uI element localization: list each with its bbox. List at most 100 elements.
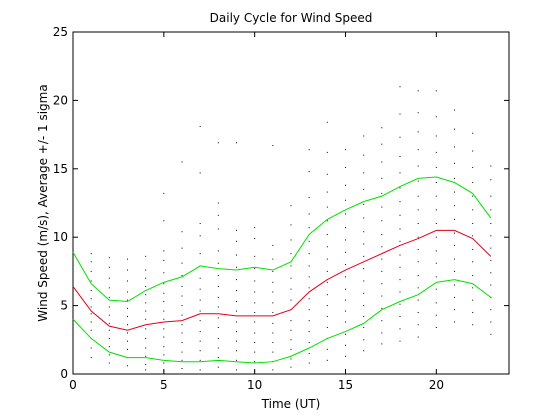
scatter-point	[454, 218, 455, 220]
scatter-point	[345, 310, 346, 312]
scatter-point	[308, 265, 310, 267]
scatter-point	[236, 266, 237, 268]
scatter-point	[363, 339, 365, 341]
scatter-point	[272, 369, 274, 371]
scatter-point	[90, 261, 92, 263]
scatter-point	[435, 262, 437, 264]
scatter-point	[199, 350, 201, 352]
scatter-point	[145, 255, 147, 257]
scatter-point	[199, 331, 201, 333]
scatter-point	[217, 142, 219, 144]
scatter-point	[108, 337, 110, 339]
scatter-point	[435, 195, 437, 197]
scatter-point	[363, 316, 365, 318]
scatter-point	[254, 268, 256, 270]
x-tick-label: 5	[160, 378, 168, 392]
scatter-point	[345, 344, 346, 346]
scatter-point	[217, 285, 219, 287]
scatter-point	[381, 295, 383, 297]
scatter-point	[272, 302, 274, 304]
scatter-point	[472, 150, 474, 152]
scatter-point	[108, 266, 110, 268]
scatter-point	[254, 321, 256, 323]
scatter-point	[381, 246, 383, 248]
scatter-point	[472, 261, 474, 263]
scatter-point	[217, 347, 219, 349]
scatter-point	[199, 320, 201, 322]
scatter-point	[381, 206, 383, 208]
scatter-point	[454, 146, 455, 148]
scatter-point	[236, 229, 237, 231]
scatter-point	[381, 283, 383, 285]
scatter-point	[363, 292, 365, 294]
scatter-point	[363, 255, 365, 257]
scatter-point	[145, 269, 147, 271]
scatter-point	[108, 346, 110, 348]
scatter-point	[308, 253, 310, 255]
scatter-point	[127, 291, 128, 293]
scatter-point	[127, 280, 128, 282]
scatter-point	[454, 244, 455, 246]
scatter-point	[490, 272, 492, 274]
scatter-point	[254, 291, 256, 293]
scatter-point	[454, 128, 455, 130]
scatter-point	[217, 366, 219, 368]
scatter-point	[236, 254, 237, 256]
scatter-point	[236, 331, 237, 333]
x-tick-label: 0	[69, 378, 77, 392]
scatter-point	[345, 299, 346, 301]
scatter-point	[181, 332, 183, 334]
scatter-point	[363, 268, 365, 270]
scatter-point	[108, 257, 110, 259]
scatter-point	[381, 332, 383, 334]
scatter-point	[308, 320, 310, 322]
scatter-point	[163, 354, 165, 356]
scatter-point	[490, 179, 492, 181]
scatter-point	[454, 284, 455, 286]
scatter-point	[381, 161, 383, 163]
scatter-point	[181, 368, 183, 370]
scatter-point	[217, 202, 219, 204]
scatter-point	[417, 324, 419, 326]
scatter-point	[399, 201, 401, 203]
scatter-point	[163, 220, 165, 222]
scatter-point	[127, 316, 128, 318]
scatter-point	[363, 280, 365, 282]
scatter-point	[381, 270, 383, 272]
scatter-point	[236, 240, 237, 242]
scatter-point	[199, 125, 201, 127]
scatter-point	[290, 329, 292, 331]
scatter-point	[108, 296, 110, 298]
scatter-point	[72, 280, 74, 282]
scatter-point	[435, 90, 437, 92]
scatter-point	[163, 346, 165, 348]
scatter-point	[399, 187, 401, 189]
scatter-point	[290, 299, 292, 301]
scatter-point	[181, 262, 183, 264]
scatter-point	[435, 250, 437, 252]
scatter-point	[326, 233, 328, 235]
scatter-point	[199, 359, 201, 361]
scatter-point	[145, 337, 147, 339]
scatter-point	[363, 217, 365, 219]
scatter-point	[163, 336, 165, 338]
scatter-point	[472, 195, 474, 197]
scatter-point	[90, 290, 92, 292]
scatter-point	[254, 255, 256, 257]
scatter-point	[435, 181, 437, 183]
scatter-point	[163, 292, 165, 294]
scatter-point	[163, 362, 165, 364]
scatter-point	[181, 314, 183, 316]
scatter-point	[199, 310, 201, 312]
scatter-point	[108, 306, 110, 308]
x-tick-label: 15	[338, 378, 353, 392]
scatter-point	[72, 259, 74, 261]
scatter-point	[490, 309, 492, 311]
scatter-point	[217, 296, 219, 298]
scatter-point	[326, 359, 328, 361]
scatter-point	[181, 359, 183, 361]
scatter-point	[490, 284, 492, 286]
y-tick-label: 25	[53, 25, 68, 39]
scatter-point	[181, 351, 183, 353]
scatter-point	[199, 340, 201, 342]
